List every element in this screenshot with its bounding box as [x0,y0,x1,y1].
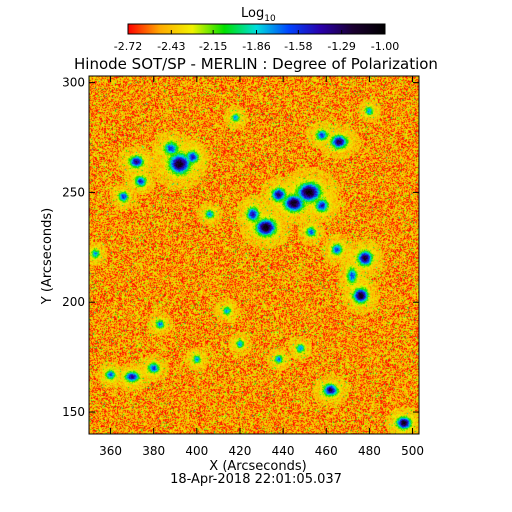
x-tick-label: 460 [315,444,338,458]
observation-timestamp: 18-Apr-2018 22:01:05.037 [170,472,342,487]
x-tick-label: 500 [401,444,424,458]
colorbar-ticks: -2.72 -2.43 -2.15 -1.86 -1.58 -1.29 -1.00 [114,30,399,53]
x-tick-label: 380 [142,444,165,458]
x-tick-label: 440 [272,444,295,458]
x-tick-label: 400 [185,444,208,458]
y-axis-ticks: 150 200 250 300 [62,76,419,419]
colorbar-tick-label: -1.29 [327,40,355,53]
x-tick-label: 360 [99,444,122,458]
colorbar-tick-label: -1.86 [242,40,270,53]
x-tick-label: 420 [229,444,252,458]
x-axis-ticks: 360 380 400 420 440 460 480 500 [99,76,424,458]
colorbar-tick-label: -1.58 [284,40,312,53]
colorbar-tick-label: -2.72 [114,40,142,53]
y-tick-label: 150 [62,405,85,419]
colorbar-tick-label: -1.00 [371,40,399,53]
colorbar-tick-label: -2.43 [157,40,185,53]
y-axis-label: Y (Arcseconds) [40,208,55,305]
colorbar-label: Log10 [241,6,276,24]
chart-title: Hinode SOT/SP - MERLIN : Degree of Polar… [74,55,438,73]
plot-frame [88,75,420,435]
y-tick-label: 250 [62,185,85,199]
x-axis-label: X (Arcseconds) [209,459,306,474]
y-tick-label: 200 [62,295,85,309]
polarization-heatmap [89,76,419,434]
colorbar-label-subscript: 10 [264,14,276,24]
x-tick-label: 480 [358,444,381,458]
colorbar-tick-label: -2.15 [199,40,227,53]
y-tick-label: 300 [62,76,85,90]
